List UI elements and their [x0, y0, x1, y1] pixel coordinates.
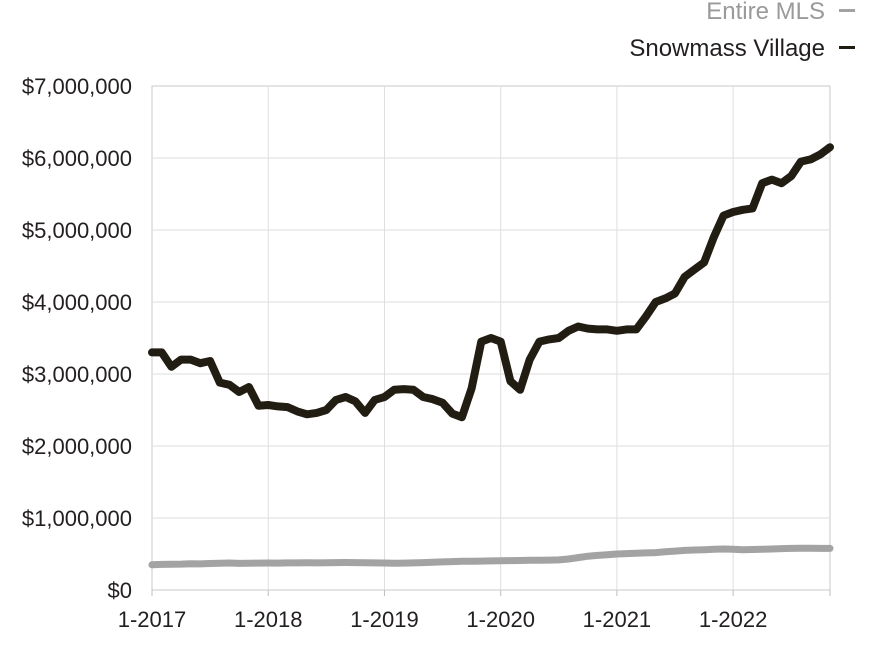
legend: Entire MLS Snowmass Village — [629, 0, 855, 74]
x-axis: 1-2017 1-2018 1-2019 1-2020 1-2021 1-2022 — [118, 590, 831, 632]
series-layer — [148, 143, 834, 569]
legend-swatch — [839, 9, 855, 13]
x-tick-label: 1-2018 — [234, 607, 303, 632]
x-tick-label: 1-2021 — [583, 607, 652, 632]
legend-label: Snowmass Village — [629, 35, 825, 62]
legend-label: Entire MLS — [706, 0, 825, 25]
x-tick-label: 1-2022 — [699, 607, 768, 632]
legend-item-snowmass-village: Snowmass Village — [629, 37, 855, 74]
legend-swatch — [839, 46, 855, 50]
y-axis: $7,000,000 $6,000,000 $5,000,000 $4,000,000… — [22, 74, 132, 603]
x-tick-label: 1-2017 — [118, 607, 187, 632]
y-tick-label: $4,000,000 — [22, 290, 132, 315]
y-tick-label: $7,000,000 — [22, 74, 132, 99]
y-tick-label: $0 — [108, 578, 132, 603]
x-tick-label: 1-2020 — [466, 607, 535, 632]
x-tick-label: 1-2019 — [350, 607, 419, 632]
legend-item-entire-mls: Entire MLS — [629, 0, 855, 37]
y-tick-label: $1,000,000 — [22, 506, 132, 531]
y-tick-label: $5,000,000 — [22, 218, 132, 243]
y-tick-label: $2,000,000 — [22, 434, 132, 459]
series-line-snowmass-village — [148, 143, 834, 422]
y-tick-label: $3,000,000 — [22, 362, 132, 387]
y-tick-label: $6,000,000 — [22, 146, 132, 171]
series-line-entire-mls — [148, 544, 834, 569]
